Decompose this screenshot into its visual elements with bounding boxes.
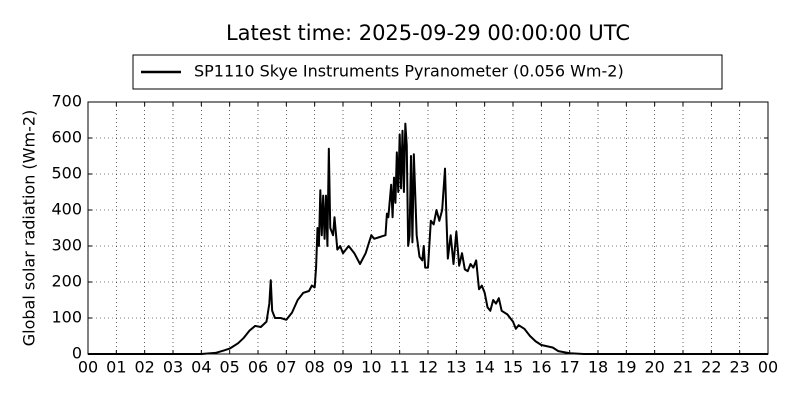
y-tick-label: 400 [51,200,82,219]
y-tick-label: 500 [51,164,82,183]
y-tick-label: 300 [51,236,82,255]
x-tick-label: 10 [361,358,381,377]
x-tick-label: 16 [531,358,551,377]
x-tick-label: 09 [333,358,353,377]
x-tick-label: 15 [503,358,523,377]
x-tick-label: 21 [673,358,693,377]
x-tick-label: 08 [304,358,324,377]
x-tick-label: 01 [106,358,126,377]
x-tick-label: 12 [418,358,438,377]
y-axis-label: Global solar radiation (Wm-2) [20,110,39,347]
x-tick-label: 05 [219,358,239,377]
y-tick-label: 600 [51,128,82,147]
x-tick-label: 11 [389,358,409,377]
plot-frame [87,101,769,355]
data-line [88,122,768,355]
y-tick-label: 0 [72,344,82,363]
x-tick-label: 17 [559,358,579,377]
legend [132,54,723,90]
y-tick-label: 700 [51,92,82,111]
x-tick-label: 06 [248,358,268,377]
x-tick-label: 13 [446,358,466,377]
x-tick-label: 03 [163,358,183,377]
x-tick-label: 04 [191,358,211,377]
x-tick-label: 23 [729,358,749,377]
x-tick-label: 00 [758,358,778,377]
chart-title: Latest time: 2025-09-29 00:00:00 UTC [226,21,630,45]
x-tick-label: 19 [616,358,636,377]
x-tick-label: 20 [644,358,664,377]
x-tick-label: 22 [701,358,721,377]
x-tick-label: 14 [474,358,494,377]
y-tick-label: 100 [51,308,82,327]
x-tick-label: 02 [134,358,154,377]
y-tick-label: 200 [51,272,82,291]
x-tick-label: 18 [588,358,608,377]
legend-label: SP1110 Skye Instruments Pyranometer (0.0… [194,62,624,81]
x-tick-label: 07 [276,358,296,377]
x-tick-label: 00 [78,358,98,377]
